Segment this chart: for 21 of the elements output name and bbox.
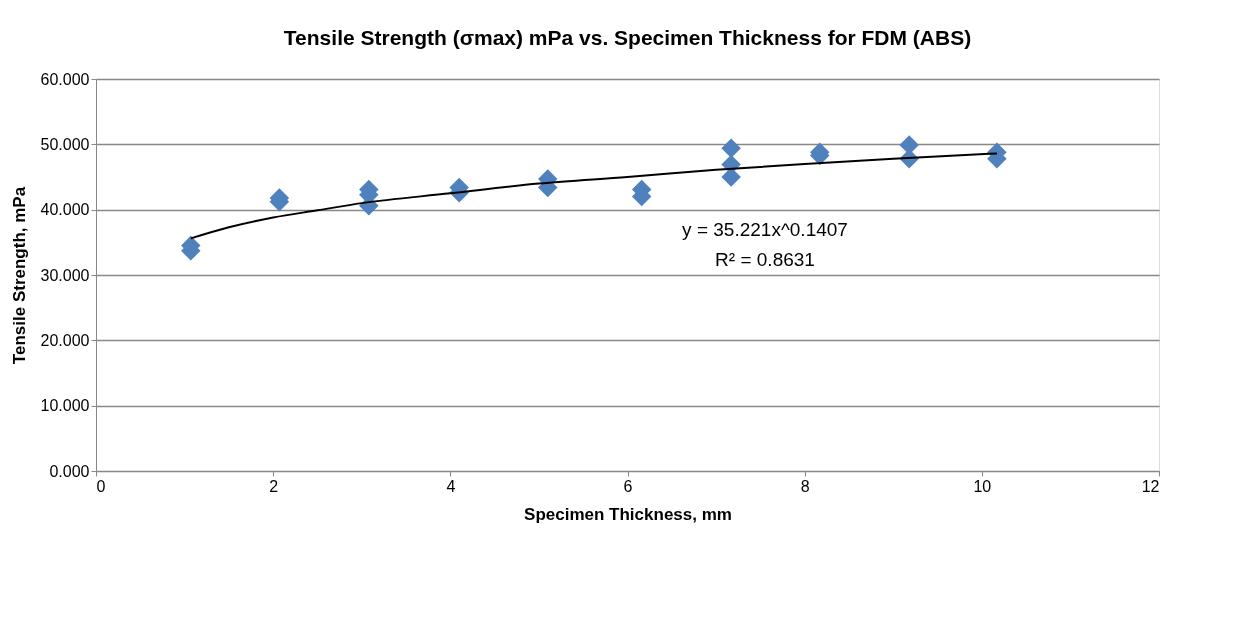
y-tick-label: 10.000: [40, 397, 90, 415]
x-axis-title: Specimen Thickness, mm: [524, 504, 732, 524]
chart-title: Tensile Strength (σmax) mPa vs. Specimen Thickness for FDM (ABS): [283, 26, 972, 49]
point: [721, 167, 741, 187]
y-tick-label: 40.000: [40, 201, 90, 219]
y-tick-label: 50.000: [40, 135, 90, 153]
x-tick-label: 12: [1141, 477, 1160, 495]
annotation: y = 35.221x^0.1407: [682, 219, 848, 240]
x-tick-label: 2: [269, 477, 279, 495]
point: [721, 138, 741, 158]
x-tick-label: 4: [446, 477, 456, 495]
x-tick-label: 10: [973, 477, 992, 495]
x-tick-label: 8: [800, 477, 810, 495]
x-tick-label: 6: [623, 477, 633, 495]
annotation: R² = 0.8631: [715, 249, 815, 270]
y-tick-label: 30.000: [40, 266, 90, 284]
y-tick-label: 60.000: [40, 70, 90, 88]
y-axis-title: Tensile Strength, mPa: [9, 186, 29, 365]
y-tick-label: 20.000: [40, 331, 90, 349]
y-tick-label: 0.000: [49, 462, 90, 480]
x-tick-label: 0: [96, 477, 106, 495]
